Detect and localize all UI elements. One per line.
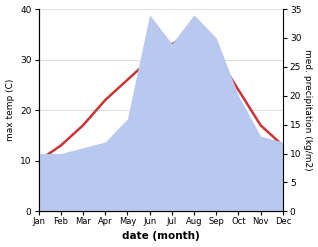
Y-axis label: med. precipitation (kg/m2): med. precipitation (kg/m2): [303, 49, 313, 171]
X-axis label: date (month): date (month): [122, 231, 200, 242]
Y-axis label: max temp (C): max temp (C): [5, 79, 15, 141]
